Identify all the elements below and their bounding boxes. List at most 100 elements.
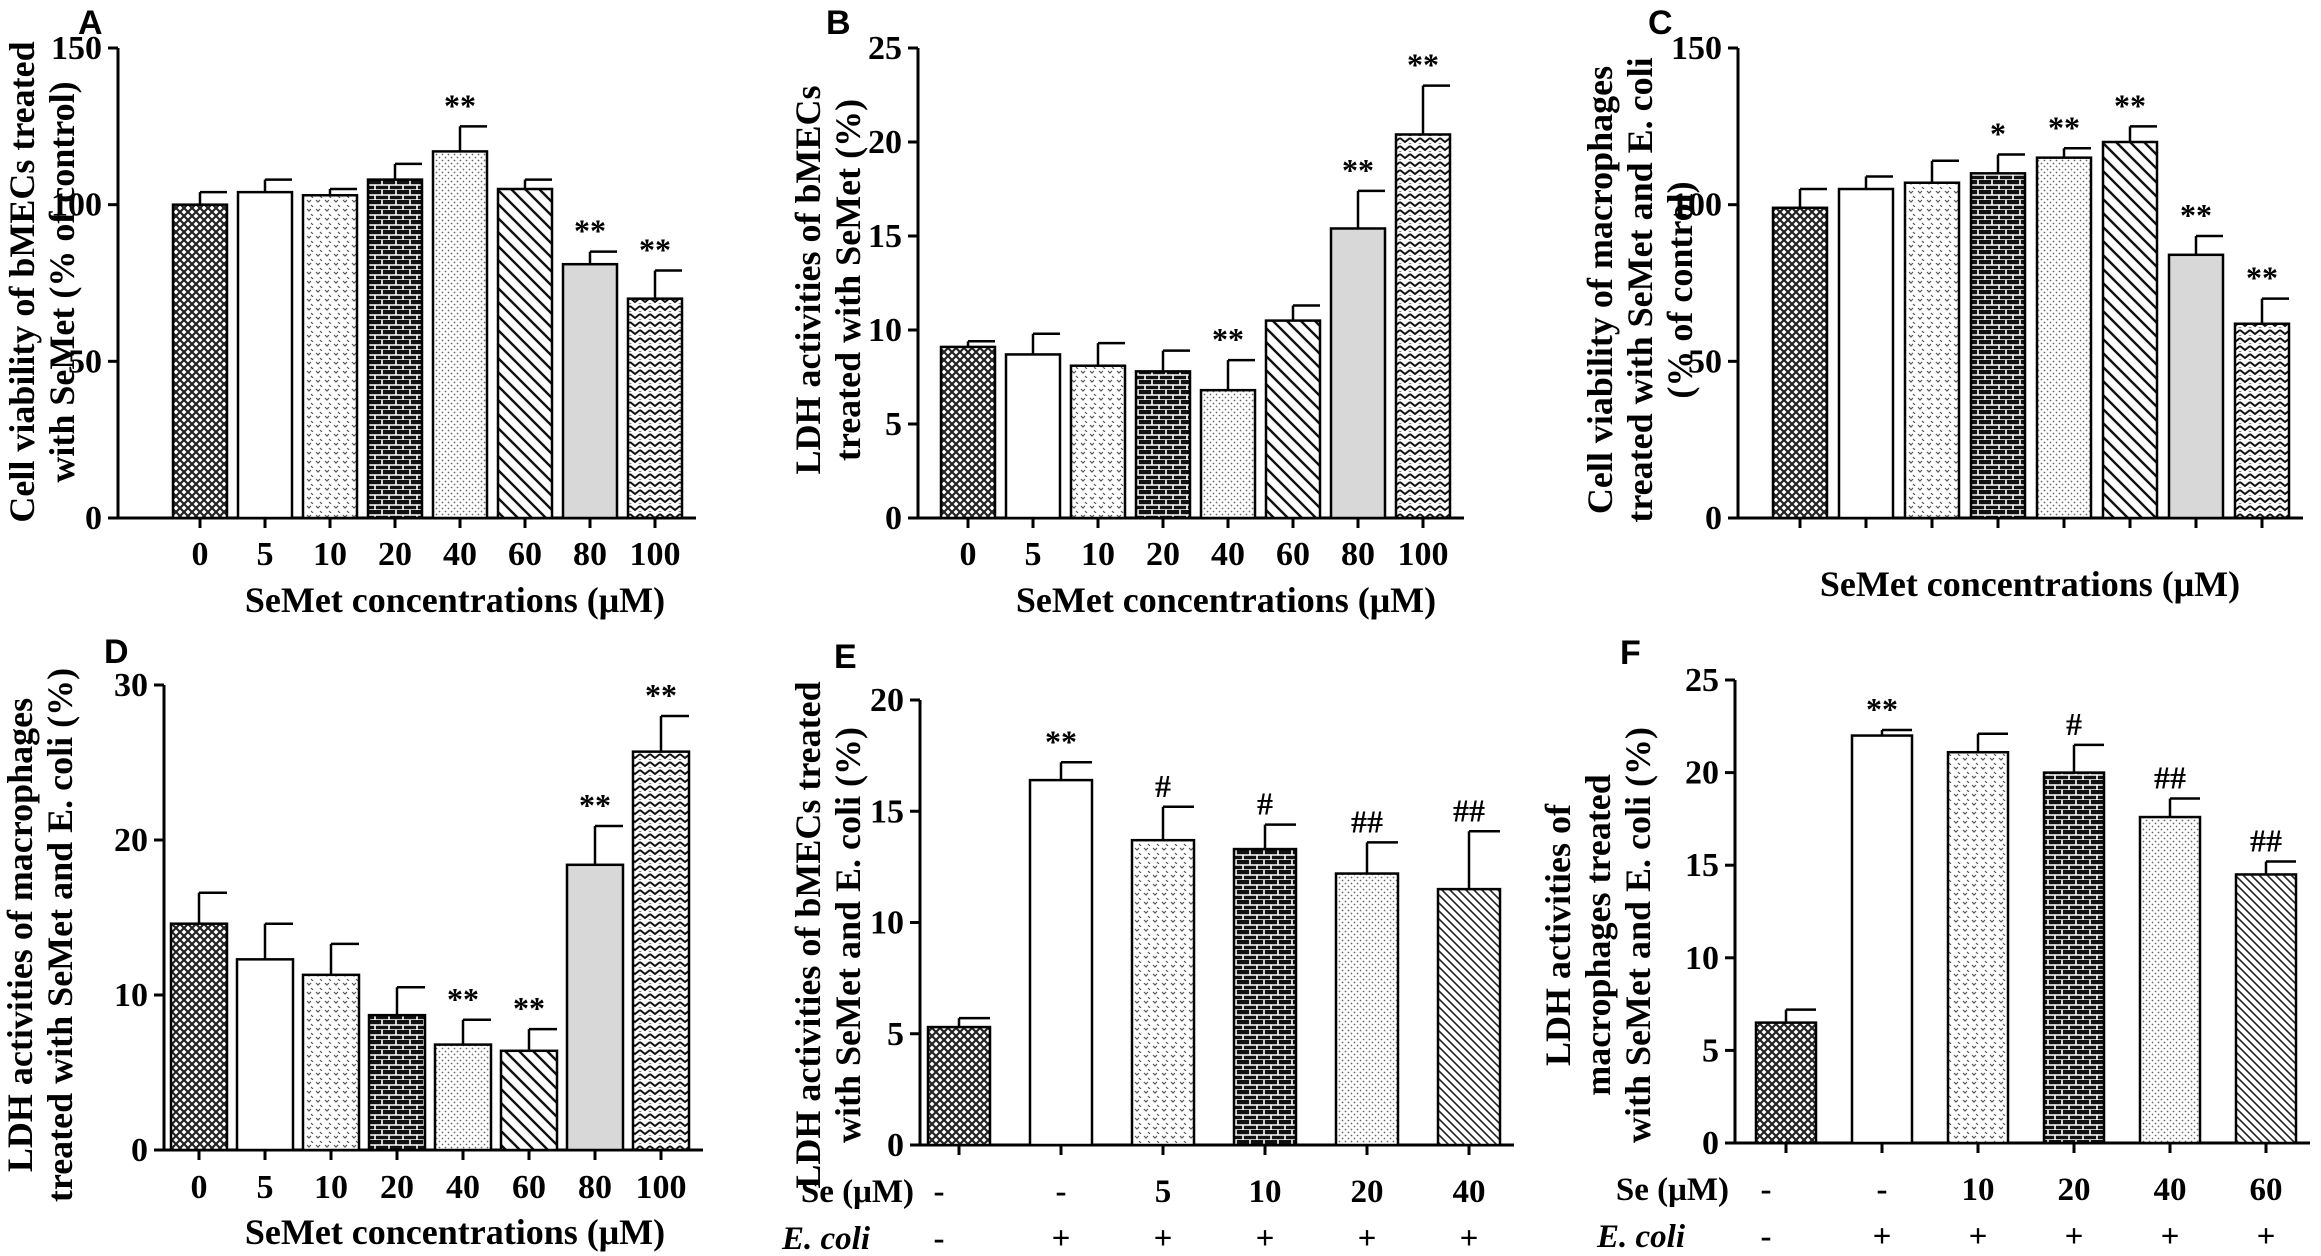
se-value: 20 xyxy=(2058,1172,2091,1208)
bar xyxy=(1264,319,1322,520)
x-tick-label: 20 xyxy=(378,536,412,573)
y-tick-label: 0 xyxy=(885,500,902,537)
bar xyxy=(1946,750,2010,1145)
significance-label: # xyxy=(1257,786,1273,822)
x-tick-label: 100 xyxy=(1398,536,1449,573)
se-value: 20 xyxy=(1351,1174,1384,1210)
panel-label-A: A xyxy=(78,4,103,42)
y-tick-label: 20 xyxy=(114,822,148,859)
y-tick-label: 10 xyxy=(868,312,902,349)
y-axis-title: LDH activities of bMECs treatedwith SeMe… xyxy=(788,681,868,1188)
y-tick-label: 150 xyxy=(1671,30,1722,67)
y-tick-label: 50 xyxy=(1688,343,1722,380)
y-axis-title-line: LDH activities of bMECs treated xyxy=(788,681,828,1188)
significance-label: ** xyxy=(2114,87,2146,123)
bar xyxy=(1004,353,1062,520)
y-axis-title-line: treated with SeMet and E. coli (%) xyxy=(40,668,80,1202)
y-tick-label: 20 xyxy=(870,682,904,719)
significance-label: ** xyxy=(2180,197,2212,233)
x-tick-label: 60 xyxy=(508,536,542,573)
x-tick-label: 60 xyxy=(512,1169,546,1206)
se-value: - xyxy=(1761,1172,1772,1208)
x-tick-label: 0 xyxy=(960,536,977,573)
y-axis-title-line: with SeMet and E. coli (%) xyxy=(828,727,868,1143)
bar xyxy=(2101,140,2159,520)
bar xyxy=(1069,364,1127,520)
bar xyxy=(301,194,359,520)
y-axis-title: LDH activities of bMECstreated with SeMe… xyxy=(788,86,868,475)
y-tick-label: 150 xyxy=(51,30,102,67)
bar xyxy=(2234,873,2298,1145)
y-tick-label: 100 xyxy=(51,187,102,224)
y-axis-title-line: LDH activities of bMECs xyxy=(788,86,828,475)
ecoli-value: + xyxy=(2257,1219,2276,1255)
x-tick-label: 20 xyxy=(1146,536,1180,573)
bar xyxy=(2035,156,2093,520)
x-tick-label: 5 xyxy=(1025,536,1042,573)
ecoli-value: + xyxy=(1256,1221,1275,1256)
ecoli-value: + xyxy=(1460,1221,1479,1256)
x-tick-label: 10 xyxy=(313,536,347,573)
y-tick-label: 10 xyxy=(1685,940,1719,977)
ecoli-row-label: E. coli xyxy=(1596,1219,1686,1255)
ecoli-value: + xyxy=(2161,1219,2180,1255)
x-tick-label: 10 xyxy=(314,1169,348,1206)
y-tick-label: 0 xyxy=(131,1132,148,1169)
x-tick-label: 100 xyxy=(636,1169,687,1206)
bar xyxy=(626,297,684,520)
panel-D: D 0 10 20 30 0 5 10 20 ** 40 ** 60 ** 80 ** 100 LDH activ… xyxy=(0,633,703,1252)
bar xyxy=(1199,388,1257,520)
bar xyxy=(1130,838,1196,1147)
panel-label-B: B xyxy=(826,4,851,42)
y-tick-label: 0 xyxy=(1705,500,1722,537)
x-tick-label: 40 xyxy=(1211,536,1245,573)
ecoli-value: - xyxy=(1761,1219,1772,1255)
y-tick-label: 15 xyxy=(868,218,902,255)
panel-label-E: E xyxy=(834,638,857,676)
y-tick-label: 5 xyxy=(887,1016,904,1053)
bar xyxy=(1850,734,1914,1145)
ecoli-value: + xyxy=(1052,1221,1071,1256)
y-axis-title-line: Cell viability of macrophages xyxy=(1580,66,1620,514)
x-tick-label: 100 xyxy=(630,536,681,573)
bar xyxy=(367,1013,427,1152)
se-value: 40 xyxy=(1453,1174,1486,1210)
significance-label: ## xyxy=(1351,803,1383,839)
x-tick-label: 80 xyxy=(1341,536,1375,573)
y-axis-title-line: LDH activities of xyxy=(1538,803,1578,1066)
bar xyxy=(499,1049,559,1152)
y-tick-label: 5 xyxy=(885,406,902,443)
y-tick-label: 20 xyxy=(1685,755,1719,792)
y-tick-label: 25 xyxy=(1685,662,1719,699)
x-tick-label: 40 xyxy=(443,536,477,573)
ecoli-row-label: E. coli xyxy=(781,1221,871,1256)
bar xyxy=(2042,771,2106,1145)
se-row-label: Se (μM) xyxy=(1616,1172,1729,1208)
se-value: 40 xyxy=(2154,1172,2187,1208)
panel-label-F: F xyxy=(1620,634,1641,672)
x-tick-label: 5 xyxy=(257,536,274,573)
panel-B: B 0 5 10 15 20 25 0 5 10 20 ** 40 60 ** 80 ** 100 LDH acti… xyxy=(788,4,1464,620)
bar xyxy=(1771,206,1829,520)
ecoli-value: - xyxy=(934,1221,945,1256)
significance-label: ** xyxy=(645,677,677,713)
y-tick-label: 25 xyxy=(868,30,902,67)
significance-label: # xyxy=(1155,768,1171,804)
x-tick-label: 0 xyxy=(192,536,209,573)
se-value: - xyxy=(934,1174,945,1210)
y-tick-label: 50 xyxy=(68,343,102,380)
bar xyxy=(1436,887,1502,1147)
bar xyxy=(631,750,691,1152)
significance-label: ** xyxy=(444,87,476,123)
bar xyxy=(169,922,229,1152)
bar xyxy=(1969,172,2027,520)
x-axis-title: SeMet concentrations (μM) xyxy=(1016,580,1436,620)
y-tick-label: 10 xyxy=(870,905,904,942)
bar xyxy=(2233,322,2291,520)
y-axis-title: Cell viability of macrophagestreated wit… xyxy=(1580,57,1700,522)
bar xyxy=(1028,778,1094,1147)
